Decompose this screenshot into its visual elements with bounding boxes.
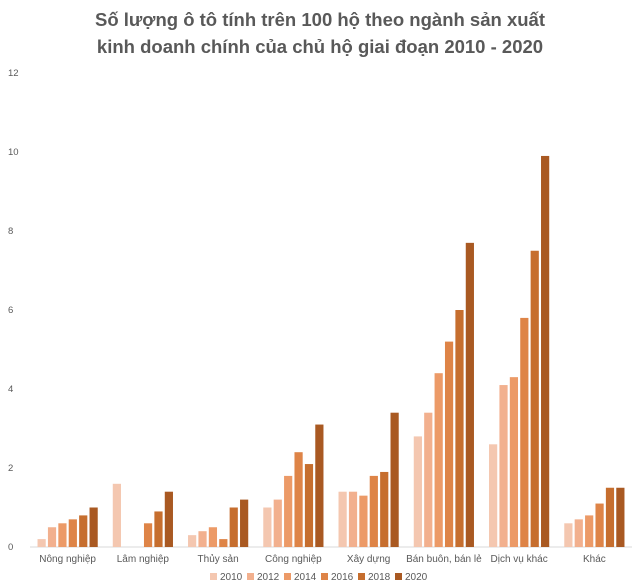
y-tick-label: 6 xyxy=(8,305,13,316)
y-axis-ticks: 0 2 4 6 8 10 12 xyxy=(8,68,19,553)
x-category-label: Khác xyxy=(583,554,606,565)
x-category-label: Lâm nghiệp xyxy=(117,554,170,565)
legend-label: 2018 xyxy=(368,572,391,583)
bar-2020-6 xyxy=(541,155,550,547)
bar-2016-2 xyxy=(219,539,228,547)
x-category-label: Dịch vụ khác xyxy=(491,554,548,565)
chart-title: Số lượng ô tô tính trên 100 hộ theo ngàn… xyxy=(0,6,640,60)
bar-2012-4 xyxy=(348,491,358,547)
bar-2020-5 xyxy=(465,242,474,547)
bar-2010-0 xyxy=(37,539,46,547)
bar-2012-7 xyxy=(574,519,583,547)
bar-2012-2 xyxy=(198,531,207,547)
x-category-label: Công nghiệp xyxy=(265,554,322,565)
bar-2018-7 xyxy=(605,487,615,547)
y-tick-label: 0 xyxy=(8,542,13,553)
bar-2018-5 xyxy=(455,310,464,547)
bar-2018-6 xyxy=(530,250,539,547)
bar-2014-5 xyxy=(434,373,443,547)
chart-title-line2: kinh doanh chính của chủ hộ giai đoạn 20… xyxy=(96,36,544,57)
bar-2016-6 xyxy=(520,317,529,547)
bar-2016-1 xyxy=(143,523,153,547)
bar-2018-0 xyxy=(79,515,88,547)
legend-label: 2016 xyxy=(331,572,354,583)
bar-2016-7 xyxy=(595,503,604,547)
legend-swatch-2018 xyxy=(358,573,365,580)
legend-label: 2014 xyxy=(294,572,317,583)
bar-2014-6 xyxy=(509,377,519,547)
legend-label: 2012 xyxy=(257,572,280,583)
bar-2010-7 xyxy=(564,523,573,547)
bar-2010-5 xyxy=(413,436,422,547)
bar-2010-6 xyxy=(489,444,498,547)
bar-2012-5 xyxy=(424,412,433,547)
bar-2012-0 xyxy=(47,527,57,547)
bar-2018-3 xyxy=(304,464,314,547)
bar-2010-3 xyxy=(263,507,272,547)
bar-2020-0 xyxy=(89,507,98,547)
bar-2010-2 xyxy=(188,535,197,547)
bar-2014-2 xyxy=(208,527,218,547)
bar-2010-1 xyxy=(112,483,121,547)
bar-2014-4 xyxy=(359,495,368,547)
bars-group xyxy=(37,155,625,547)
y-tick-label: 8 xyxy=(8,226,13,237)
y-tick-label: 10 xyxy=(8,147,19,158)
bar-2018-1 xyxy=(154,511,163,547)
legend-swatch-2014 xyxy=(284,573,291,580)
x-category-label: Bán buôn, bán lẻ xyxy=(406,554,482,565)
bar-2018-2 xyxy=(229,507,238,547)
y-tick-label: 4 xyxy=(8,384,13,395)
bar-2016-4 xyxy=(369,475,378,547)
bar-2020-2 xyxy=(240,499,249,547)
legend-label: 2020 xyxy=(405,572,428,583)
bar-2010-4 xyxy=(338,491,347,547)
bar-2018-4 xyxy=(380,471,389,547)
legend-swatch-2020 xyxy=(395,573,402,580)
x-category-label: Nông nghiệp xyxy=(39,554,96,565)
bar-2012-6 xyxy=(499,385,508,547)
bar-2020-3 xyxy=(315,424,324,547)
bar-2014-0 xyxy=(58,523,67,547)
bar-2020-7 xyxy=(616,487,625,547)
bar-2020-4 xyxy=(390,412,399,547)
legend: 2010 2012 2014 2016 2018 2020 xyxy=(210,572,428,583)
legend-label: 2010 xyxy=(220,572,243,583)
chart-title-line1: Số lượng ô tô tính trên 100 hộ theo ngàn… xyxy=(94,9,545,30)
y-tick-label: 2 xyxy=(8,463,13,474)
bar-2020-1 xyxy=(164,491,173,547)
legend-swatch-2016 xyxy=(321,573,328,580)
x-category-label: Xây dựng xyxy=(347,554,390,565)
x-category-label: Thủy sản xyxy=(198,553,239,565)
bar-2014-7 xyxy=(585,515,594,547)
bar-2016-0 xyxy=(68,519,77,547)
y-tick-label: 12 xyxy=(8,68,19,79)
bar-2014-3 xyxy=(284,475,293,547)
bar-2016-3 xyxy=(294,452,303,547)
legend-swatch-2010 xyxy=(210,573,217,580)
bar-2012-3 xyxy=(273,499,282,547)
legend-swatch-2012 xyxy=(247,573,254,580)
bar-2016-5 xyxy=(444,341,454,547)
x-axis-categories: Nông nghiệp Lâm nghiệp Thủy sản Công nghiệp… xyxy=(39,553,606,565)
